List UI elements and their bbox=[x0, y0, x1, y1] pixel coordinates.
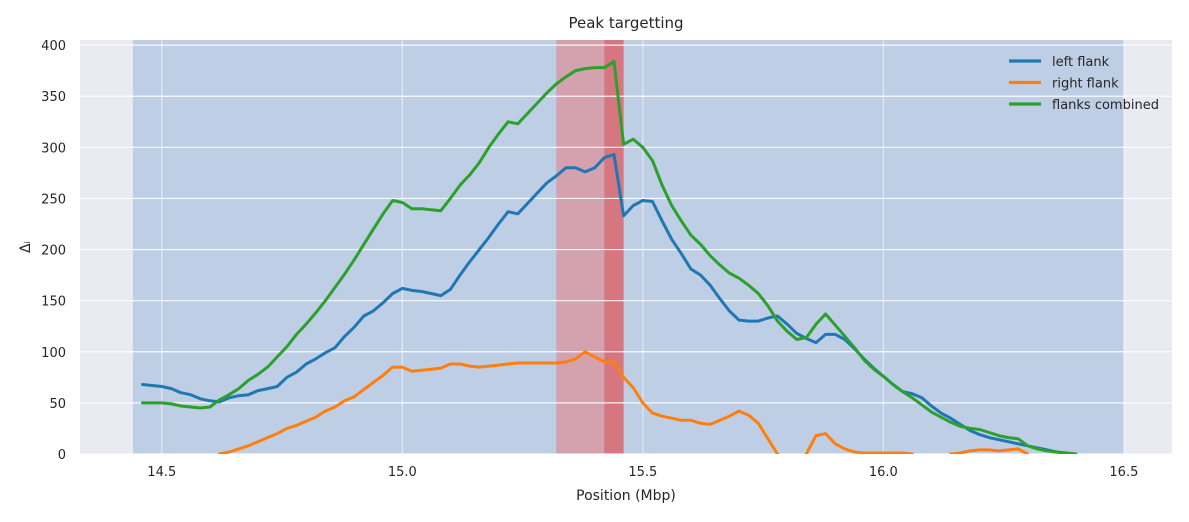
x-axis-label: Position (Mbp) bbox=[576, 488, 676, 504]
y-tick-label: 400 bbox=[41, 39, 66, 54]
series-line-right-flank-segment-3 bbox=[949, 447, 1030, 454]
y-axis-label: Δᵢ bbox=[18, 241, 34, 253]
y-tick-label: 100 bbox=[41, 346, 66, 361]
y-tick-label: 250 bbox=[41, 192, 66, 207]
shaded-region-2 bbox=[604, 40, 624, 454]
legend-label: right flank bbox=[1052, 77, 1119, 92]
y-tick-label: 300 bbox=[41, 141, 66, 156]
series-line-right-flank-segment-2 bbox=[804, 432, 914, 454]
shaded-region-0 bbox=[132, 40, 1124, 454]
x-tick-label: 16.0 bbox=[869, 465, 898, 480]
legend-label: flanks combined bbox=[1052, 98, 1159, 113]
y-tick-label: 150 bbox=[41, 295, 66, 310]
chart-title: Peak targetting bbox=[568, 14, 683, 32]
legend: left flank right flank flanks combined bbox=[1009, 55, 1159, 113]
shaded-region-1 bbox=[556, 40, 624, 454]
series-line-right-flank bbox=[218, 350, 779, 454]
x-tick-label: 14.5 bbox=[147, 465, 176, 480]
x-tick-label: 15.0 bbox=[388, 465, 417, 480]
y-tick-label: 50 bbox=[49, 397, 66, 412]
x-tick-label: 15.5 bbox=[628, 465, 657, 480]
x-tick-label: 16.5 bbox=[1109, 465, 1138, 480]
legend-label: left flank bbox=[1052, 55, 1110, 70]
plot-background bbox=[80, 40, 1172, 454]
series-line-flanks-combined bbox=[141, 60, 1078, 454]
y-tick-label: 350 bbox=[41, 90, 66, 105]
series-line-left-flank bbox=[141, 153, 1078, 454]
y-tick-label: 0 bbox=[58, 448, 66, 463]
y-tick-label: 200 bbox=[41, 244, 66, 259]
